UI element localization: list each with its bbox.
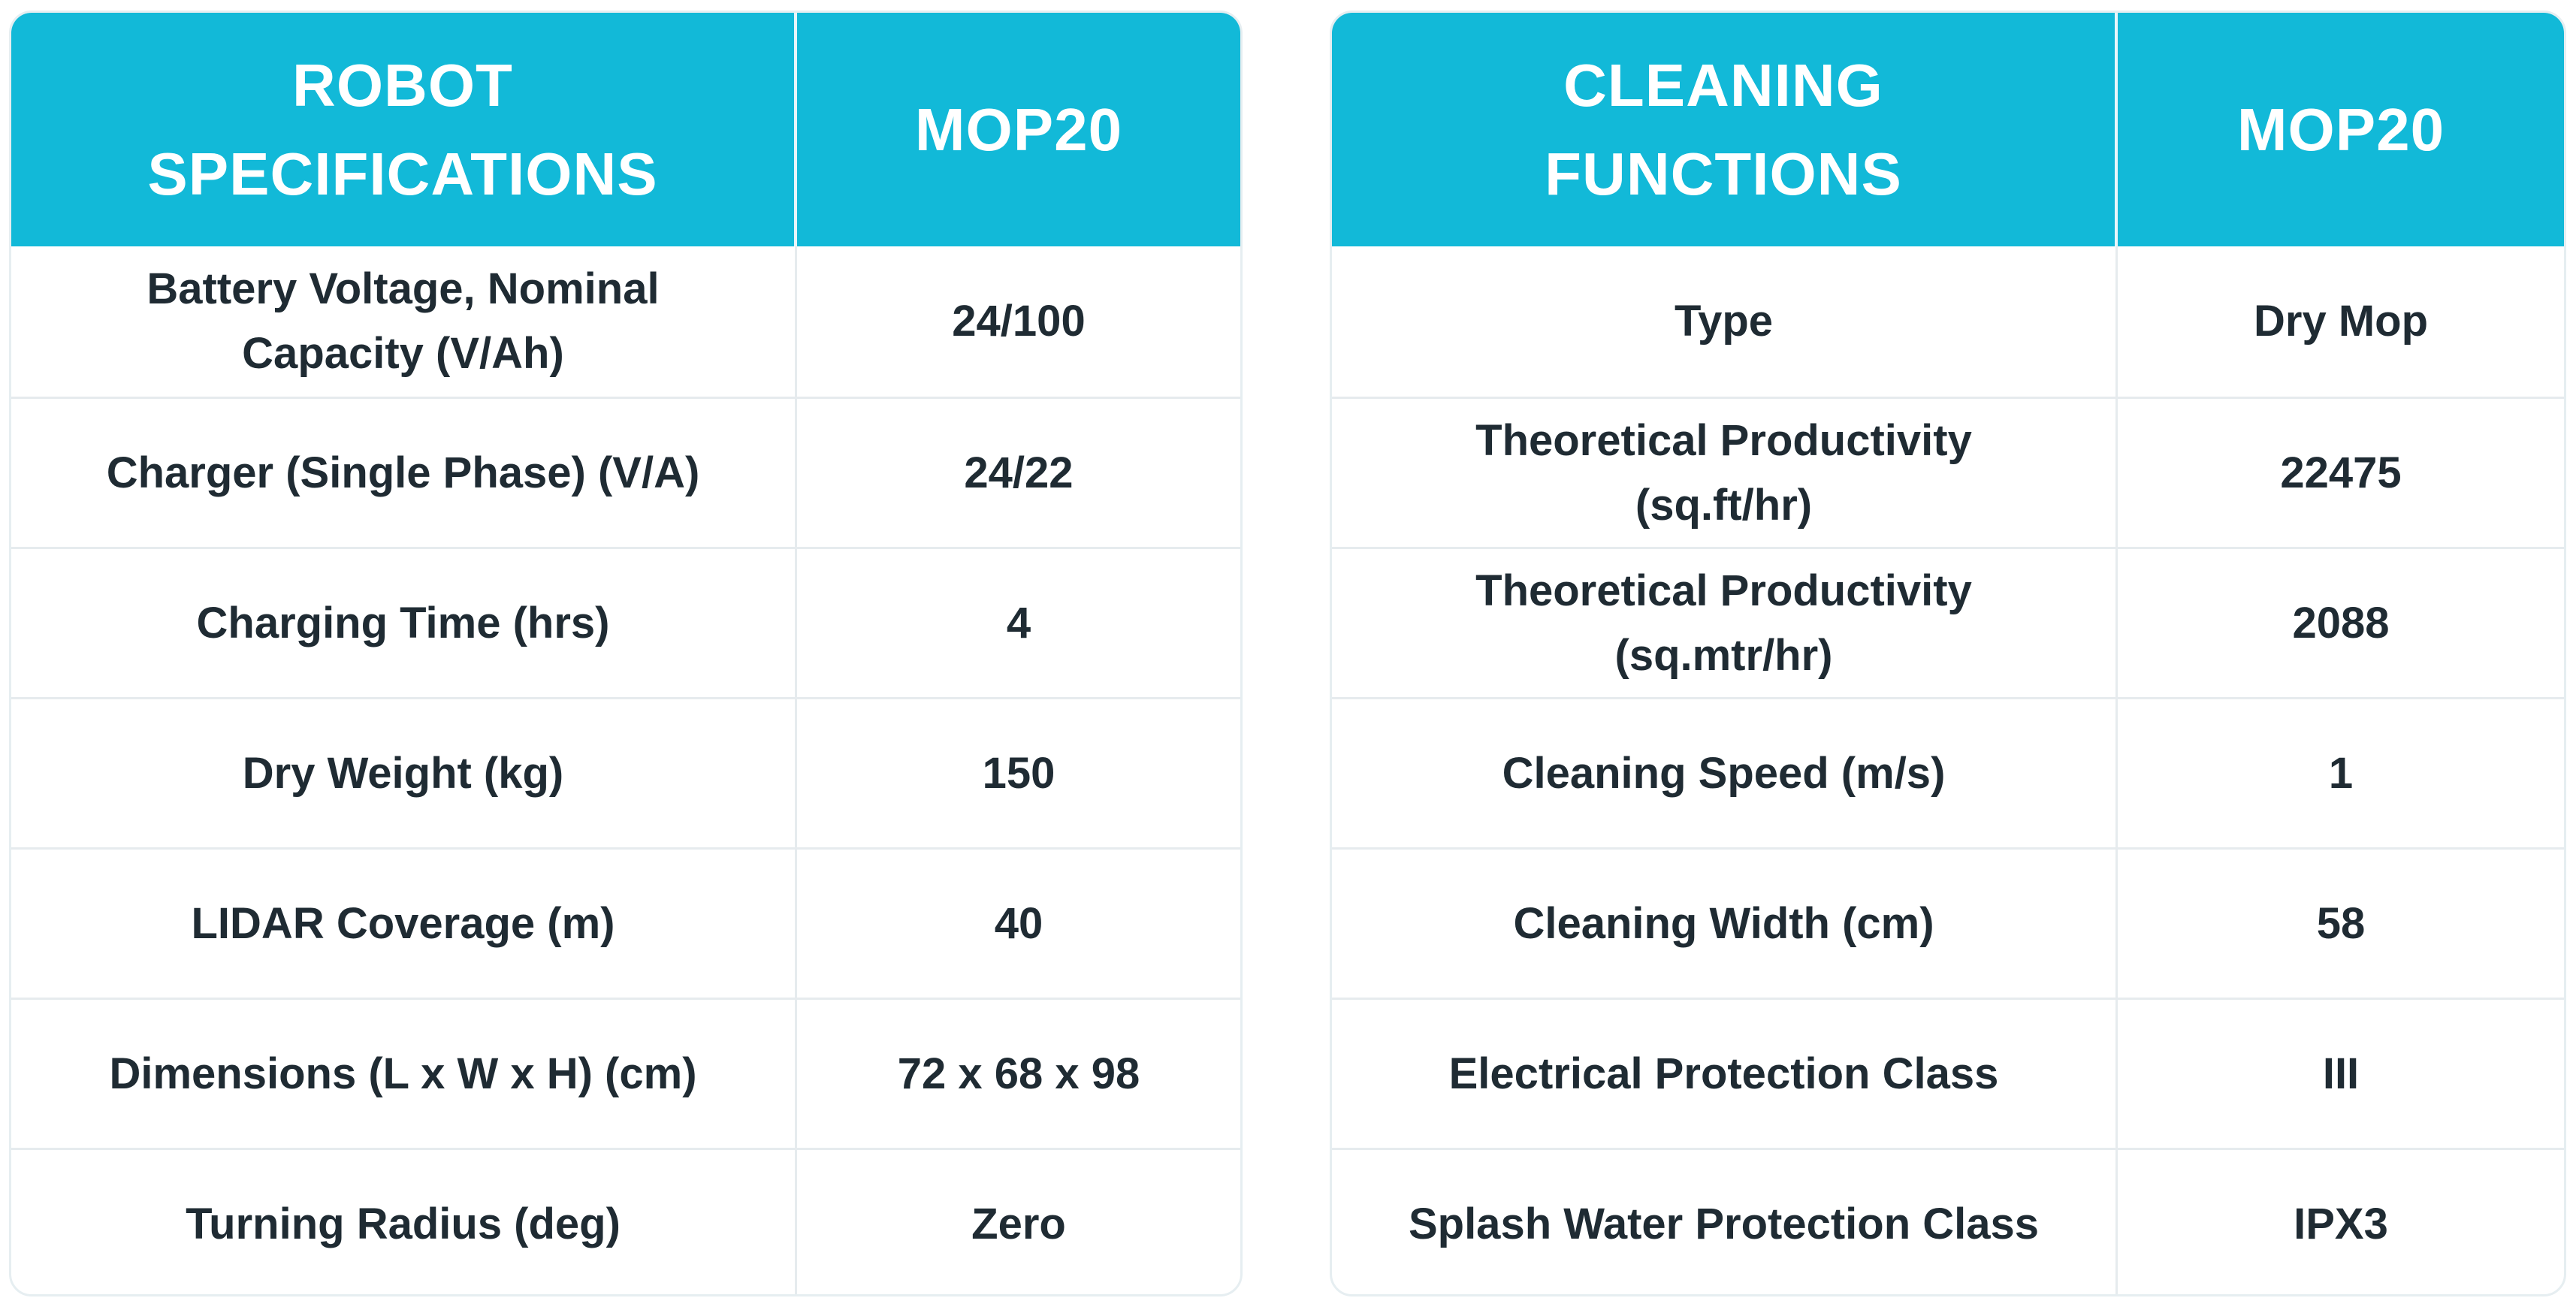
spec-value: 40 <box>994 898 1043 948</box>
spec-value: 24/22 <box>964 448 1074 497</box>
function-value: 2088 <box>2292 598 2390 647</box>
function-label: Theoretical Productivity (sq.mtr/hr) <box>1332 549 2118 697</box>
table-body: Type Dry Mop Theoretical Productivity (s… <box>1332 246 2564 1294</box>
spec-value: 150 <box>982 748 1055 798</box>
function-label: Theoretical Productivity (sq.ft/hr) <box>1332 399 2118 547</box>
function-value: 1 <box>2328 748 2354 798</box>
table-row: LIDAR Coverage (m) 40 <box>11 847 1240 998</box>
function-label: Type <box>1332 246 2118 397</box>
header-model: MOP20 <box>2236 95 2445 163</box>
table-row: Theoretical Productivity (sq.mtr/hr) 208… <box>1332 547 2564 697</box>
table-row: Theoretical Productivity (sq.ft/hr) 2247… <box>1332 397 2564 547</box>
function-label: Electrical Protection Class <box>1332 1000 2118 1148</box>
spec-label: Charger (Single Phase) (V/A) <box>11 399 797 547</box>
header-model: MOP20 <box>914 95 1123 163</box>
table-row: Turning Radius (deg) Zero <box>11 1148 1240 1294</box>
cleaning-functions-table: CLEANING FUNCTIONS MOP20 Type Dry Mop Th… <box>1330 11 2566 1296</box>
spec-value: 4 <box>1006 598 1031 647</box>
header-cleaning-functions: CLEANING FUNCTIONS <box>1332 13 2118 246</box>
spec-label: Turning Radius (deg) <box>11 1150 797 1294</box>
table-row: Battery Voltage, Nominal Capacity (V/Ah)… <box>11 246 1240 397</box>
function-value: III <box>2322 1049 2360 1098</box>
table-row: Splash Water Protection Class IPX3 <box>1332 1148 2564 1294</box>
table-row: Electrical Protection Class III <box>1332 998 2564 1148</box>
table-row: Dimensions (L x W x H) (cm) 72 x 68 x 98 <box>11 998 1240 1148</box>
table-row: Cleaning Speed (m/s) 1 <box>1332 697 2564 847</box>
table-row: Dry Weight (kg) 150 <box>11 697 1240 847</box>
spec-label: LIDAR Coverage (m) <box>11 850 797 998</box>
spec-value: 24/100 <box>952 297 1086 346</box>
spec-value: 72 x 68 x 98 <box>897 1049 1140 1098</box>
function-value: Dry Mop <box>2254 297 2428 346</box>
spec-value: Zero <box>971 1199 1066 1248</box>
spec-label: Charging Time (hrs) <box>11 549 797 697</box>
spec-label: Battery Voltage, Nominal Capacity (V/Ah) <box>11 246 797 397</box>
table-row: Type Dry Mop <box>1332 246 2564 397</box>
table-row: Charger (Single Phase) (V/A) 24/22 <box>11 397 1240 547</box>
table-header-row: CLEANING FUNCTIONS MOP20 <box>1332 13 2564 246</box>
robot-specifications-table: ROBOT SPECIFICATIONS MOP20 Battery Volta… <box>9 11 1243 1296</box>
table-row: Cleaning Width (cm) 58 <box>1332 847 2564 998</box>
spec-label: Dry Weight (kg) <box>11 699 797 847</box>
function-value: IPX3 <box>2294 1199 2388 1248</box>
function-value: 58 <box>2316 898 2366 948</box>
table-body: Battery Voltage, Nominal Capacity (V/Ah)… <box>11 246 1240 1294</box>
table-row: Charging Time (hrs) 4 <box>11 547 1240 697</box>
spec-label: Dimensions (L x W x H) (cm) <box>11 1000 797 1148</box>
function-label: Cleaning Width (cm) <box>1332 850 2118 998</box>
function-label: Splash Water Protection Class <box>1332 1150 2118 1294</box>
header-robot-specifications: ROBOT SPECIFICATIONS <box>11 13 797 246</box>
function-label: Cleaning Speed (m/s) <box>1332 699 2118 847</box>
function-value: 22475 <box>2280 448 2402 497</box>
table-header-row: ROBOT SPECIFICATIONS MOP20 <box>11 13 1240 246</box>
